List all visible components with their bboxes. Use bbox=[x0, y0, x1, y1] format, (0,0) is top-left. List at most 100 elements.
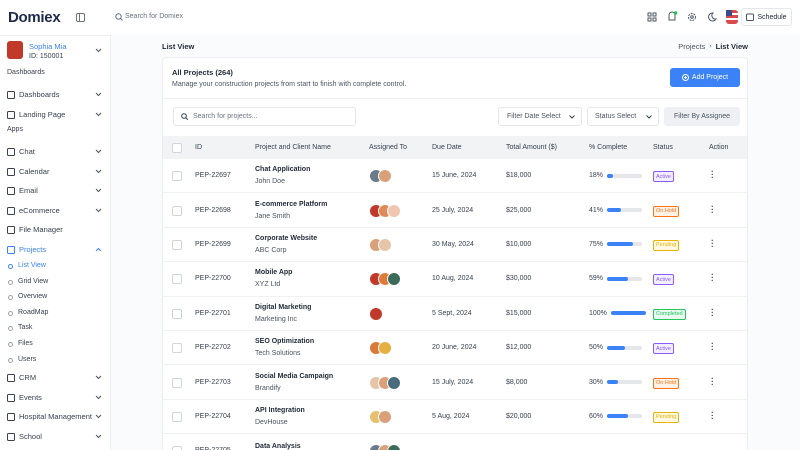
project-id: PEP-22702 bbox=[195, 344, 231, 352]
assignee-avatar[interactable] bbox=[378, 341, 392, 356]
menu-item[interactable]: Landing Page bbox=[0, 105, 110, 125]
submenu-label: List View bbox=[18, 262, 46, 269]
action-menu[interactable]: · · · bbox=[711, 339, 714, 355]
table-row: PEP-22705 Data Analysis bbox=[163, 434, 747, 450]
language-flag[interactable] bbox=[726, 10, 738, 24]
total-amount: $18,000 bbox=[506, 172, 532, 180]
action-menu[interactable]: · · · bbox=[711, 201, 714, 217]
menu-item[interactable]: eCommerce bbox=[0, 201, 110, 221]
header-checkbox[interactable] bbox=[172, 143, 182, 153]
assignee-avatar[interactable] bbox=[369, 306, 383, 321]
action-menu[interactable]: · · · bbox=[711, 270, 714, 286]
search-input[interactable]: Search for Domiex bbox=[125, 13, 183, 20]
apps-icon[interactable] bbox=[647, 12, 657, 22]
assignee-avatar[interactable] bbox=[378, 237, 392, 252]
row-checkbox[interactable] bbox=[172, 411, 182, 422]
due-date: 10 Aug, 2024 bbox=[432, 275, 474, 283]
menu-item[interactable]: File Manager bbox=[0, 220, 110, 240]
column-header: Action bbox=[709, 144, 729, 151]
action-menu[interactable]: · · · bbox=[711, 304, 714, 320]
menu-item[interactable]: Projects bbox=[0, 240, 110, 260]
assignee-avatar[interactable] bbox=[378, 169, 392, 184]
progress-fill bbox=[607, 173, 614, 178]
status-badge: Pending bbox=[653, 411, 680, 423]
assignee-avatar[interactable] bbox=[387, 375, 401, 390]
project-search[interactable]: Search for projects... bbox=[173, 107, 356, 126]
submenu-item[interactable]: Grid View bbox=[0, 275, 110, 291]
submenu-item[interactable]: List View bbox=[0, 259, 110, 275]
row-checkbox[interactable] bbox=[172, 205, 182, 216]
menu-label: eCommerce bbox=[19, 205, 60, 215]
user-name[interactable]: Sophia Mia bbox=[29, 42, 67, 51]
progress-track bbox=[610, 311, 646, 316]
row-checkbox[interactable] bbox=[172, 446, 182, 450]
submenu-item[interactable]: Files bbox=[0, 337, 110, 353]
menu-icon bbox=[7, 374, 15, 383]
menu-item[interactable]: Calendar bbox=[0, 162, 110, 182]
assignee-avatar[interactable] bbox=[387, 272, 401, 287]
submenu-item[interactable]: Overview bbox=[0, 290, 110, 306]
row-checkbox[interactable] bbox=[172, 343, 182, 354]
submenu-item[interactable]: RoadMap bbox=[0, 306, 110, 322]
status-filter[interactable]: Status Select bbox=[587, 107, 659, 126]
main: List View Projects › List View All Proje… bbox=[111, 35, 800, 450]
card-subtitle: Manage your construction projects from s… bbox=[172, 81, 407, 88]
status-filter-label: Status Select bbox=[595, 113, 637, 120]
menu-item[interactable]: Dashboards bbox=[0, 85, 110, 105]
progress-label: 60% bbox=[589, 412, 604, 420]
user-chevron[interactable] bbox=[95, 48, 102, 53]
menu-item[interactable]: Hospital Management bbox=[0, 407, 110, 427]
client-name: XYZ Ltd bbox=[255, 281, 281, 289]
progress-label: 50% bbox=[589, 344, 604, 352]
assignee-filter-button[interactable]: Filter By Assignee bbox=[664, 107, 740, 126]
row-checkbox[interactable] bbox=[172, 308, 182, 319]
notification-icon[interactable] bbox=[667, 11, 678, 22]
search-placeholder: Search for projects... bbox=[193, 113, 258, 120]
menu-item[interactable]: Chat bbox=[0, 142, 110, 162]
chevron-down bbox=[95, 112, 102, 116]
chevron-down bbox=[95, 149, 102, 154]
row-checkbox[interactable] bbox=[172, 239, 182, 250]
add-project-button[interactable]: Add Project bbox=[670, 68, 740, 87]
submenu-dot bbox=[8, 342, 13, 347]
assignee-filter-label: Filter By Assignee bbox=[673, 113, 731, 120]
progress-track bbox=[607, 345, 643, 350]
progress-fill bbox=[607, 242, 634, 247]
schedule-button[interactable]: Schedule bbox=[741, 8, 792, 26]
breadcrumb-link[interactable]: Projects bbox=[678, 42, 706, 51]
action-menu[interactable]: · · · bbox=[711, 373, 714, 389]
submenu-item[interactable]: Task bbox=[0, 321, 110, 337]
progress-track bbox=[607, 173, 643, 178]
assignee-avatar[interactable] bbox=[387, 444, 401, 450]
menu-item[interactable]: Invoice bbox=[0, 446, 110, 450]
search-icon bbox=[115, 13, 123, 21]
date-filter[interactable]: Filter Date Select bbox=[498, 107, 582, 126]
menu-icon bbox=[7, 206, 15, 215]
action-menu[interactable]: · · · bbox=[711, 235, 714, 251]
total-amount: $30,000 bbox=[506, 275, 532, 283]
status-badge: On Hold bbox=[653, 205, 680, 217]
submenu-label: Task bbox=[18, 324, 33, 332]
settings-icon[interactable] bbox=[687, 12, 697, 22]
column-header: % Complete bbox=[589, 144, 628, 151]
menu-item[interactable]: Email bbox=[0, 181, 110, 201]
project-id: PEP-22698 bbox=[195, 206, 231, 214]
menu-item[interactable]: School bbox=[0, 427, 110, 447]
project-name: Corporate Website bbox=[255, 234, 318, 242]
action-menu[interactable]: · · · bbox=[711, 407, 714, 423]
logo[interactable]: Domiex bbox=[8, 9, 61, 26]
row-checkbox[interactable] bbox=[172, 274, 182, 285]
add-project-label: Add Project bbox=[691, 74, 729, 81]
row-checkbox[interactable] bbox=[172, 171, 182, 182]
sidebar-toggle[interactable] bbox=[76, 13, 85, 22]
menu-item[interactable]: Events bbox=[0, 388, 110, 408]
action-menu[interactable]: · · · bbox=[711, 167, 714, 183]
row-checkbox[interactable] bbox=[172, 377, 182, 388]
assignee-avatar[interactable] bbox=[378, 409, 392, 424]
table-row: PEP-22700 Mobile App XYZ Ltd 10 Aug, 2024 $3… bbox=[163, 262, 747, 297]
submenu-item[interactable]: Users bbox=[0, 353, 110, 369]
theme-icon[interactable] bbox=[707, 12, 717, 22]
menu-item[interactable]: CRM bbox=[0, 368, 110, 388]
total-amount: $15,000 bbox=[506, 309, 532, 317]
assignee-avatar[interactable] bbox=[387, 203, 401, 218]
